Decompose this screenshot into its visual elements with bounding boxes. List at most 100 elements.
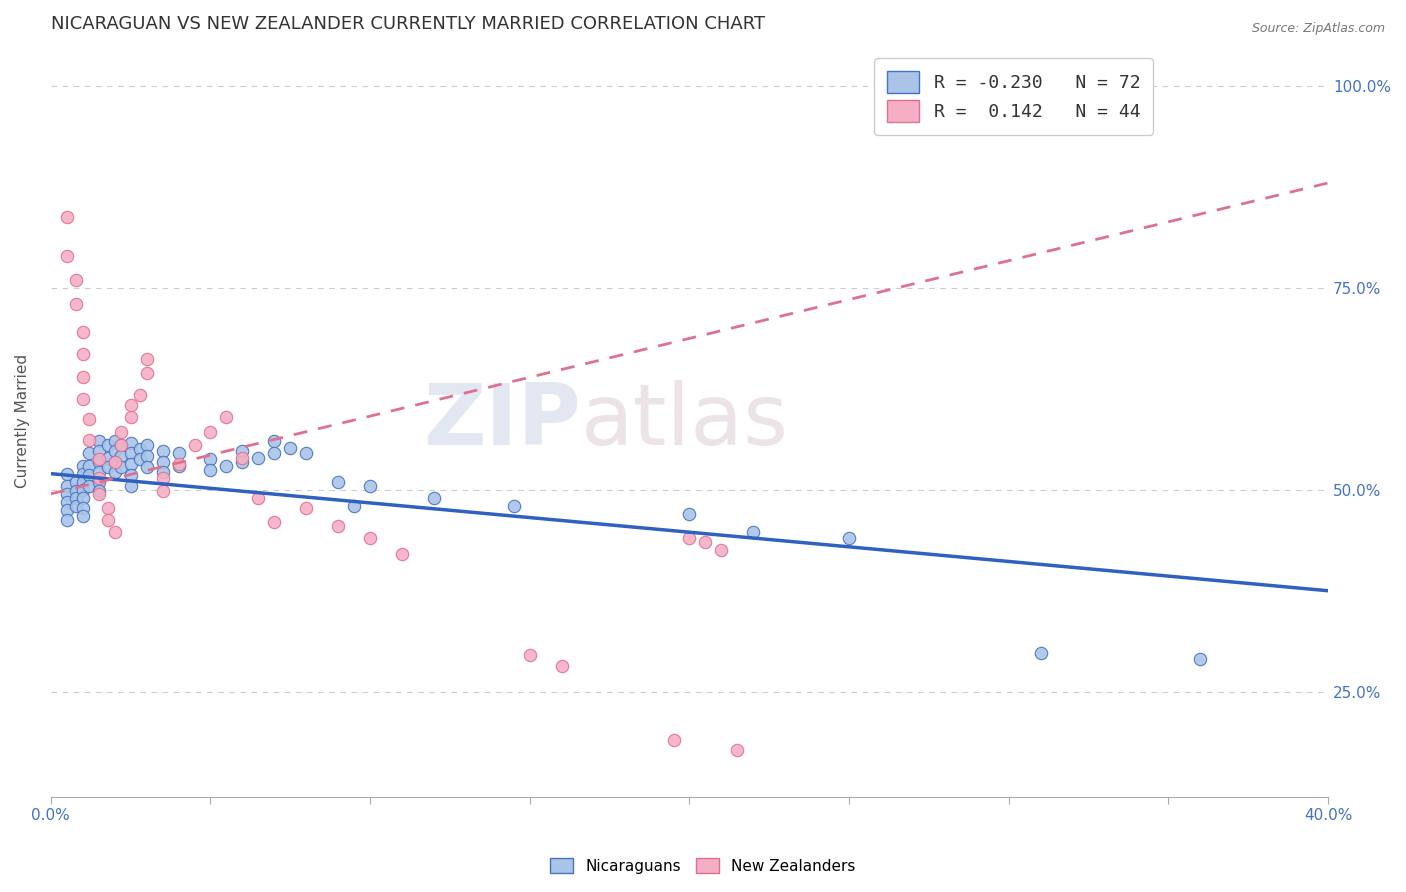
Point	[295, 500, 318, 515]
Point	[167, 457, 190, 471]
Point	[77, 433, 100, 447]
Point	[110, 438, 132, 452]
Point	[328, 519, 350, 533]
Point	[110, 438, 132, 452]
Point	[695, 535, 717, 549]
Point	[97, 438, 120, 452]
Point	[135, 366, 157, 380]
Point	[65, 475, 87, 489]
Point	[56, 503, 79, 517]
Point	[423, 491, 446, 505]
Point	[77, 468, 100, 483]
Point	[725, 743, 748, 757]
Point	[152, 465, 174, 479]
Point	[120, 457, 142, 471]
Point	[359, 531, 381, 545]
Point	[167, 458, 190, 473]
Text: atlas: atlas	[581, 380, 789, 463]
Point	[97, 500, 120, 515]
Point	[215, 410, 238, 425]
Point	[200, 462, 222, 476]
Point	[120, 398, 142, 412]
Point	[551, 658, 574, 673]
Point	[838, 531, 860, 545]
Point	[135, 351, 157, 366]
Point	[87, 471, 110, 485]
Point	[247, 450, 270, 465]
Point	[97, 460, 120, 475]
Point	[359, 479, 381, 493]
Point	[87, 475, 110, 489]
Point	[56, 487, 79, 501]
Point	[129, 387, 152, 401]
Point	[72, 369, 94, 384]
Point	[263, 434, 285, 449]
Point	[77, 411, 100, 425]
Point	[104, 524, 127, 539]
Point	[502, 499, 524, 513]
Point	[152, 471, 174, 485]
Point	[519, 648, 541, 663]
Point	[65, 484, 87, 499]
Point	[231, 454, 253, 468]
Point	[200, 452, 222, 467]
Point	[110, 460, 132, 475]
Point	[231, 444, 253, 458]
Point	[56, 495, 79, 509]
Point	[263, 446, 285, 460]
Point	[129, 442, 152, 457]
Point	[56, 210, 79, 224]
Point	[104, 434, 127, 449]
Point	[56, 249, 79, 263]
Point	[72, 483, 94, 497]
Point	[129, 452, 152, 467]
Point	[391, 548, 413, 562]
Point	[120, 468, 142, 483]
Point	[295, 446, 318, 460]
Point	[120, 479, 142, 493]
Text: NICARAGUAN VS NEW ZEALANDER CURRENTLY MARRIED CORRELATION CHART: NICARAGUAN VS NEW ZEALANDER CURRENTLY MA…	[51, 15, 765, 33]
Point	[65, 273, 87, 287]
Point	[72, 475, 94, 489]
Point	[72, 347, 94, 361]
Point	[97, 514, 120, 528]
Point	[72, 458, 94, 473]
Point	[104, 454, 127, 468]
Legend: R = -0.230   N = 72, R =  0.142   N = 44: R = -0.230 N = 72, R = 0.142 N = 44	[875, 59, 1153, 135]
Point	[1189, 652, 1212, 666]
Point	[152, 484, 174, 499]
Point	[87, 434, 110, 449]
Point	[278, 441, 301, 455]
Point	[343, 499, 366, 513]
Text: Source: ZipAtlas.com: Source: ZipAtlas.com	[1251, 22, 1385, 36]
Point	[263, 515, 285, 529]
Point	[742, 524, 765, 539]
Point	[104, 454, 127, 468]
Point	[1029, 646, 1052, 660]
Text: ZIP: ZIP	[423, 380, 581, 463]
Point	[710, 543, 733, 558]
Point	[110, 425, 132, 439]
Point	[77, 479, 100, 493]
Point	[662, 733, 685, 747]
Point	[87, 454, 110, 468]
Point	[152, 444, 174, 458]
Legend: Nicaraguans, New Zealanders: Nicaraguans, New Zealanders	[544, 852, 862, 880]
Point	[87, 452, 110, 467]
Point	[65, 491, 87, 505]
Point	[183, 438, 205, 452]
Point	[328, 475, 350, 489]
Point	[65, 297, 87, 311]
Y-axis label: Currently Married: Currently Married	[15, 354, 30, 488]
Point	[56, 514, 79, 528]
Point	[110, 449, 132, 463]
Point	[135, 460, 157, 475]
Point	[120, 410, 142, 425]
Point	[135, 438, 157, 452]
Point	[152, 454, 174, 468]
Point	[97, 450, 120, 465]
Point	[72, 392, 94, 407]
Point	[200, 425, 222, 439]
Point	[72, 326, 94, 340]
Point	[231, 450, 253, 465]
